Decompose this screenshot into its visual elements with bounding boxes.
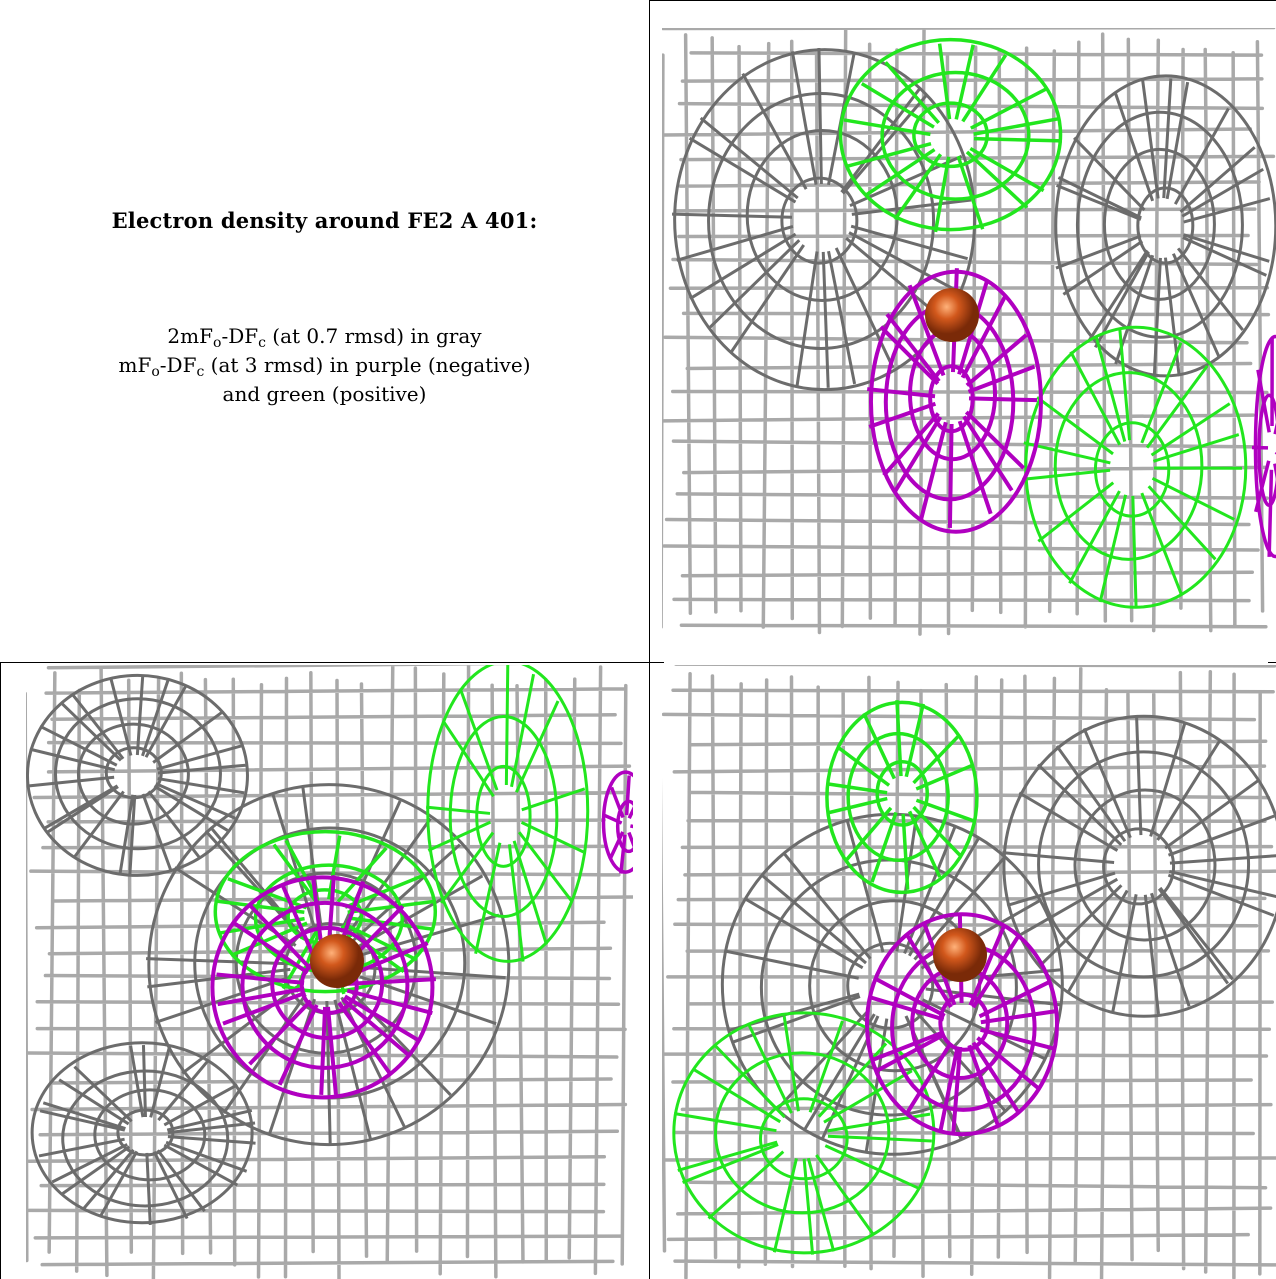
positive-density-mesh [672, 1011, 936, 1255]
iron-atom [933, 928, 987, 982]
table-divider-vertical [649, 0, 650, 1279]
gray-density-contour [1002, 714, 1276, 1018]
negative-density-mesh [210, 875, 436, 1100]
density-render-bottom-right [662, 665, 1276, 1279]
gray-density-contour [146, 783, 511, 1147]
density-render-top-right [662, 28, 1276, 636]
density-render-bottom-left [26, 665, 633, 1279]
legend-line-difference: mFo-DFc (at 3 rmsd) in purple (negative) [118, 353, 531, 380]
iron-atom [310, 934, 364, 988]
positive-density-mesh [825, 700, 979, 895]
positive-density-mesh [838, 37, 1063, 233]
negative-density-mesh [1251, 334, 1276, 559]
positive-density-mesh [425, 665, 590, 963]
caption-title: Electron density around FE2 A 401: [111, 208, 538, 233]
gray-density-contour [30, 1041, 256, 1226]
legend-line-gray: 2mFo-DFc (at 0.7 rmsd) in gray [167, 324, 482, 351]
iron-atom [925, 288, 979, 342]
gray-density-contour [26, 673, 249, 877]
table-divider-horizontal [0, 662, 664, 663]
negative-density-mesh [601, 770, 633, 874]
positive-density-mesh [1022, 325, 1248, 609]
table-divider-horizontal-right [1268, 662, 1276, 663]
legend-line-positive: and green (positive) [222, 382, 427, 406]
caption-legend: 2mFo-DFc (at 0.7 rmsd) in gray mFo-DFc (… [0, 322, 649, 409]
caption-cell: Electron density around FE2 A 401: 2mFo-… [0, 0, 649, 662]
